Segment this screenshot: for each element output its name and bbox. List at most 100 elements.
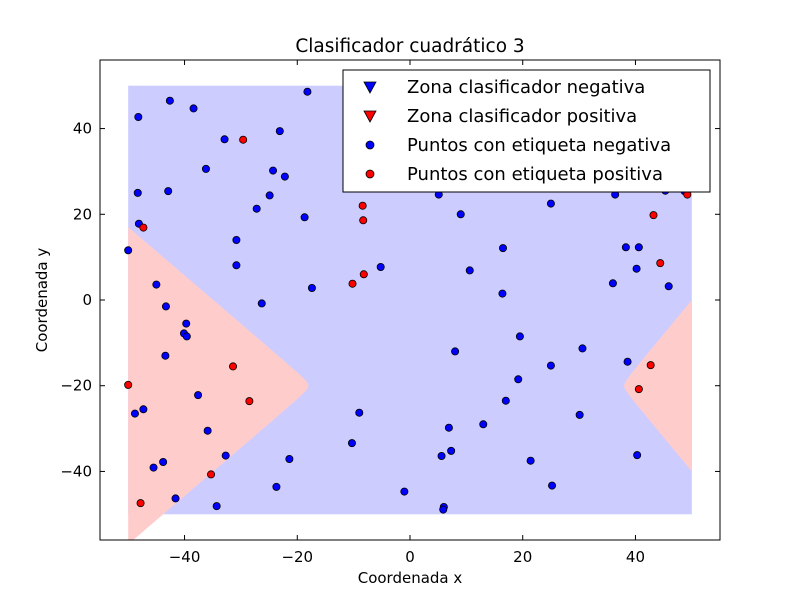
negative-point xyxy=(285,454,294,463)
negative-point xyxy=(498,244,507,253)
negative-point xyxy=(501,396,510,405)
negative-point xyxy=(165,96,174,105)
legend: Zona clasificador negativa Zona clasifica… xyxy=(342,69,711,193)
x-tick-label: −20 xyxy=(281,548,313,566)
negative-point xyxy=(498,289,507,298)
chart-title: Clasificador cuadrático 3 xyxy=(295,36,524,57)
negative-point xyxy=(149,463,158,472)
negative-point xyxy=(578,344,587,353)
positive-point xyxy=(634,385,643,394)
negative-point xyxy=(272,482,281,491)
positive-point xyxy=(139,223,148,232)
negative-point xyxy=(514,375,523,384)
x-tick-label: 0 xyxy=(405,548,415,566)
negative-point xyxy=(280,172,289,181)
negative-point xyxy=(133,188,142,197)
negative-point xyxy=(159,457,168,466)
legend-marker-triangle xyxy=(363,81,377,94)
negative-point xyxy=(444,423,453,432)
legend-label: Puntos con etiqueta positiva xyxy=(407,164,663,185)
negative-point xyxy=(664,282,673,291)
negative-point xyxy=(300,213,309,222)
positive-point xyxy=(348,279,357,288)
negative-point xyxy=(220,135,229,144)
x-axis-label: Coordenada x xyxy=(358,569,463,587)
positive-point xyxy=(245,397,254,406)
legend-marker-circle xyxy=(365,140,375,150)
negative-point xyxy=(269,166,278,175)
negative-point xyxy=(124,246,133,255)
negative-point xyxy=(456,210,465,219)
negative-point xyxy=(221,451,230,460)
y-tick-label: 20 xyxy=(73,205,92,223)
negative-point xyxy=(400,487,409,496)
legend-box xyxy=(342,69,711,193)
negative-point xyxy=(451,347,460,356)
positive-zone-left xyxy=(128,227,309,540)
negative-point xyxy=(134,113,143,122)
y-tick-label: −20 xyxy=(60,377,92,395)
negative-point xyxy=(265,191,274,200)
negative-point xyxy=(437,451,446,460)
y-axis-ticks: −40 −20 0 20 40 xyxy=(60,120,720,480)
x-axis-ticks: −40 −20 0 20 40 xyxy=(169,60,645,566)
negative-point xyxy=(161,351,170,360)
data-points xyxy=(124,87,692,514)
negative-point xyxy=(575,410,584,419)
negative-point xyxy=(546,199,555,208)
negative-point xyxy=(139,405,148,414)
negative-point xyxy=(275,127,284,136)
y-tick-label: 0 xyxy=(82,291,92,309)
legend-marker-circle xyxy=(365,169,375,179)
negative-point xyxy=(447,446,456,455)
positive-point xyxy=(359,270,368,279)
negative-point xyxy=(515,332,524,341)
y-tick-label: 40 xyxy=(73,120,92,138)
negative-point xyxy=(194,391,203,400)
y-tick-label: −40 xyxy=(60,462,92,480)
positive-point xyxy=(359,216,368,225)
x-tick-label: 40 xyxy=(626,548,645,566)
negative-point xyxy=(623,357,632,366)
negative-point xyxy=(347,439,356,448)
legend-marker-triangle xyxy=(363,110,377,123)
positive-point xyxy=(646,361,655,370)
negative-point xyxy=(621,243,630,252)
negative-point xyxy=(161,302,170,311)
negative-point xyxy=(201,164,210,173)
positive-zone-right xyxy=(624,300,692,472)
legend-label: Puntos con etiqueta negativa xyxy=(407,135,671,156)
negative-point xyxy=(479,420,488,429)
negative-point xyxy=(130,409,139,418)
negative-point xyxy=(465,266,474,275)
negative-point xyxy=(439,505,448,514)
negative-point xyxy=(232,261,241,270)
positive-point xyxy=(124,380,133,389)
negative-point xyxy=(152,280,161,289)
negative-point xyxy=(232,235,241,244)
legend-label: Zona clasificador negativa xyxy=(407,77,645,98)
negative-point xyxy=(203,426,212,435)
negative-point xyxy=(212,502,221,511)
negative-point xyxy=(171,494,180,503)
x-tick-label: 20 xyxy=(513,548,532,566)
positive-point xyxy=(207,470,216,479)
negative-point xyxy=(608,279,617,288)
positive-point xyxy=(229,362,238,371)
negative-point xyxy=(182,319,191,328)
legend-label: Zona clasificador positiva xyxy=(407,106,637,127)
positive-point xyxy=(239,135,248,144)
positive-point xyxy=(656,259,665,268)
negative-point xyxy=(526,456,535,465)
negative-point xyxy=(307,283,316,292)
negative-point xyxy=(633,451,642,460)
negative-point xyxy=(355,408,364,417)
negative-point xyxy=(164,187,173,196)
positive-point xyxy=(136,499,145,508)
negative-point xyxy=(303,87,312,96)
x-tick-label: −40 xyxy=(169,548,201,566)
positive-point xyxy=(649,211,658,220)
negative-point xyxy=(257,299,266,308)
positive-point xyxy=(358,201,367,210)
